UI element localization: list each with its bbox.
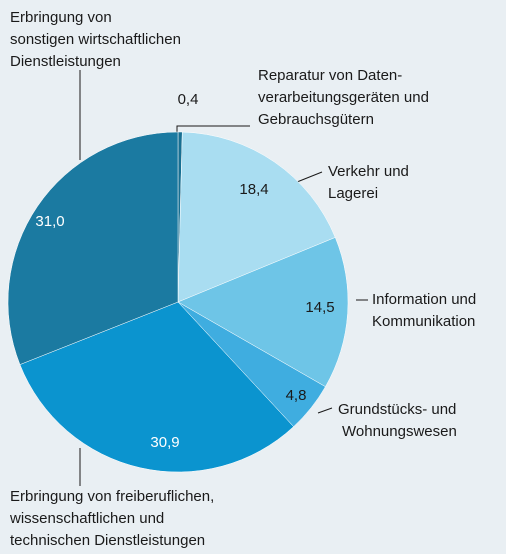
value-label: 18,4 [239,181,268,198]
pie-slice [177,237,349,388]
category-label: Information und Kommunikation [372,291,476,330]
pie-slice [7,131,179,365]
value-label: 0,4 [178,91,199,108]
value-label: 31,0 [35,213,64,230]
category-label: Grundstücks- und Wohnungswesen [338,401,457,440]
pie-slice [177,131,336,303]
pie-slice [19,301,294,473]
value-label: 30,9 [150,434,179,451]
category-label: Erbringung von sonstigen wirtschaftlichen… [10,9,181,70]
category-label: Verkehr und Lagerei [328,163,409,202]
category-label: Erbringung von freiberuflichen, wissensch… [9,488,214,549]
leader [317,407,333,414]
category-label: Reparatur von Daten-verarbeitungsgeräten… [258,67,429,128]
leader [176,125,250,134]
value-label: 4,8 [286,387,307,404]
value-label: 14,5 [305,299,334,316]
